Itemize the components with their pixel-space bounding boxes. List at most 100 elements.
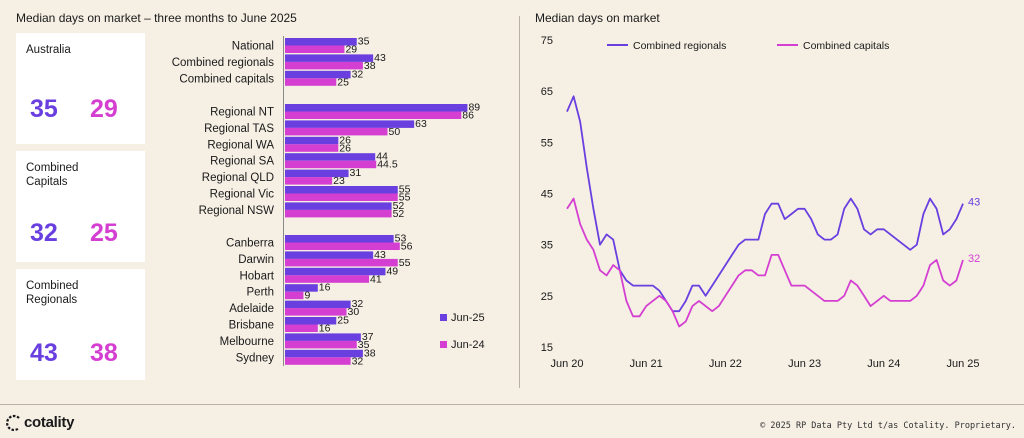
bar-jun24 [285, 291, 304, 300]
card-value-jun24: 38 [90, 339, 118, 367]
card-value-jun24: 25 [90, 219, 118, 247]
bar-category-label: Perth [247, 287, 275, 299]
copyright-text: © 2025 RP Data Pty Ltd t/as Cotality. Pr… [760, 421, 1016, 431]
bar-value-jun24: 16 [319, 323, 331, 335]
bar-jun24 [285, 160, 377, 169]
bar-value-jun24: 38 [364, 60, 376, 72]
bar-jun24 [285, 308, 347, 316]
bar-category-label: National [232, 41, 274, 53]
bar-jun24 [285, 78, 337, 86]
bar-value-jun24: 29 [345, 44, 357, 56]
bar-category-label: Regional NT [210, 107, 274, 119]
bar-category-label: Regional SA [210, 156, 274, 168]
y-tick-label: 75 [541, 35, 553, 47]
legend-swatch-jun25 [440, 314, 447, 321]
bar-value-jun24: 9 [304, 290, 310, 302]
bar-category-label: Regional Vic [210, 189, 275, 201]
bar-jun24 [285, 340, 357, 349]
bar-jun24 [285, 127, 388, 136]
bar-category-label: Regional TAS [204, 123, 274, 135]
bar-value-jun24: 23 [333, 175, 345, 187]
bar-jun24 [285, 275, 370, 283]
legend-label: Combined capitals [803, 40, 889, 52]
bar-category-label: Adelaide [229, 303, 274, 315]
y-tick-label: 25 [541, 291, 553, 303]
bar-category-label: Regional WA [207, 139, 274, 151]
bar-category-label: Hobart [239, 270, 274, 282]
bar-jun25 [285, 349, 363, 358]
bar-category-label: Combined regionals [172, 57, 275, 69]
bar-value-jun24: 30 [348, 306, 360, 318]
bar-jun24 [285, 209, 392, 218]
x-tick-label: Jun 25 [946, 358, 979, 368]
bar-jun24 [285, 242, 400, 250]
y-tick-label: 65 [541, 86, 553, 98]
card-australia: Australia 35 29 [16, 33, 145, 144]
bar-value-jun25: 25 [337, 315, 349, 327]
brand-name: cotality [24, 414, 75, 431]
bar-category-label: Darwin [238, 254, 274, 266]
bar-value-jun24: 56 [401, 241, 413, 253]
bar-jun25 [285, 284, 318, 292]
bar-value-jun25: 63 [415, 118, 427, 130]
bar-jun25 [285, 104, 468, 112]
bar-jun24 [285, 177, 333, 185]
bar-category-label: Sydney [236, 352, 275, 364]
series-end-label: 32 [968, 253, 980, 265]
bar-value-jun24: 25 [337, 76, 349, 88]
bar-category-label: Regional NSW [199, 205, 275, 217]
bar-jun25 [285, 186, 398, 194]
bar-value-jun25: 89 [468, 102, 480, 114]
y-tick-label: 15 [541, 342, 553, 354]
bar-jun25 [285, 333, 361, 341]
card-label: Combined Capitals [26, 162, 79, 188]
right-title: Median days on market [535, 11, 660, 25]
legend-swatch-jun24 [440, 341, 447, 348]
bar-jun25 [285, 267, 386, 276]
footer-divider [0, 404, 1024, 405]
x-tick-label: Jun 20 [550, 358, 583, 368]
bar-value-jun25: 43 [374, 249, 386, 261]
bar-jun25 [285, 169, 349, 178]
bar-value-jun24: 35 [358, 339, 370, 351]
bar-jun25 [285, 120, 415, 128]
bar-jun25 [285, 38, 357, 46]
bar-value-jun24: 41 [370, 273, 382, 285]
card-value-jun25: 32 [30, 219, 58, 247]
bar-value-jun24: 52 [393, 208, 405, 220]
bar-jun25 [285, 153, 376, 161]
bar-value-jun25: 37 [362, 331, 374, 343]
bar-value-jun24: 32 [352, 355, 364, 367]
panel-divider [519, 16, 520, 388]
bar-jun25 [285, 235, 394, 243]
bar-jun24 [285, 144, 339, 152]
bar-value-jun24: 55 [399, 257, 411, 269]
legend-label-jun25: Jun-25 [451, 312, 485, 324]
x-tick-label: Jun 21 [630, 358, 663, 368]
bar-value-jun24: 55 [399, 192, 411, 204]
bar-value-jun25: 16 [319, 282, 331, 294]
bar-value-jun25: 35 [358, 36, 370, 48]
y-tick-label: 55 [541, 137, 553, 149]
x-tick-label: Jun 24 [867, 358, 900, 368]
bar-jun24 [285, 193, 398, 201]
bar-jun24 [285, 258, 398, 267]
bar-value-jun25: 26 [339, 134, 351, 146]
y-tick-label: 35 [541, 240, 553, 252]
bar-jun24 [285, 45, 345, 53]
bar-value-jun25: 55 [399, 184, 411, 196]
card-value-jun25: 35 [30, 95, 58, 123]
card-label: Australia [26, 44, 71, 56]
bar-jun25 [285, 251, 374, 259]
bar-value-jun24: 44.5 [377, 159, 398, 171]
bar-value-jun25: 32 [352, 68, 364, 80]
line-chart: 75 65 55 45 35 25 15 Jun 20 Jun 21 Jun 22 Jun 23 Ju… [541, 35, 981, 368]
bar-jun25 [285, 300, 351, 309]
bar-value-jun25: 31 [350, 167, 362, 179]
bar-category-label: Melbourne [220, 336, 274, 348]
bar-value-jun25: 44 [376, 151, 388, 163]
x-tick-label: Jun 22 [709, 358, 742, 368]
left-title: Median days on market – three months to … [16, 11, 297, 25]
card-combined-capitals: Combined Capitals 32 25 [16, 151, 145, 262]
